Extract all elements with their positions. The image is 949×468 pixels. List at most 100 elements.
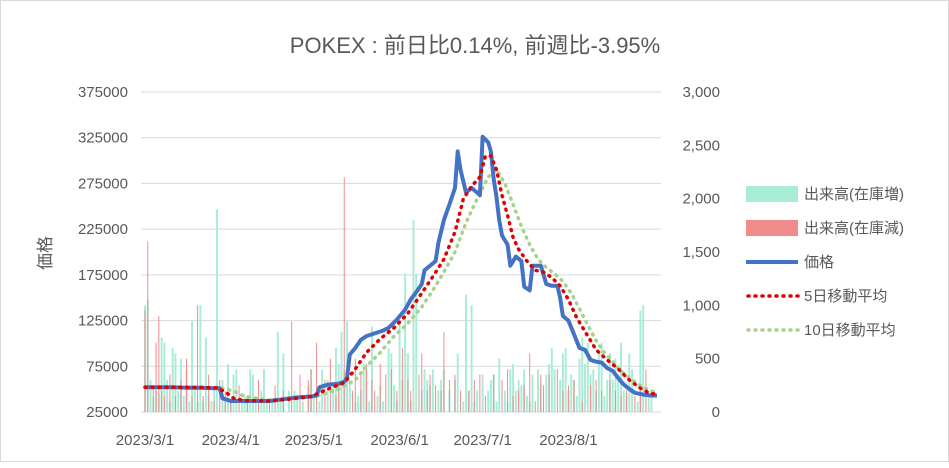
volume-decrease-bar — [291, 321, 293, 412]
volume-decrease-bar — [634, 396, 636, 412]
volume-decrease-bar — [246, 396, 248, 412]
volume-increase-bar — [149, 380, 152, 412]
volume-decrease-bar — [454, 374, 456, 412]
ma5-line — [143, 154, 659, 403]
volume-decrease-bar — [371, 380, 373, 412]
volume-decrease-bar — [230, 401, 232, 412]
volume-increase-bar — [251, 374, 254, 412]
volume-increase-bar — [293, 390, 296, 412]
volume-increase-bar — [592, 369, 595, 412]
volume-increase-bar — [431, 369, 434, 412]
volume-increase-bar — [462, 401, 465, 412]
right-tick-label: 3,000 — [682, 84, 720, 101]
right-axis-ticks: 3,000 2,500 2,000 1,500 1,000 500 0 — [682, 84, 720, 421]
volume-decrease-bar — [299, 374, 301, 412]
volume-increase-bar — [606, 380, 609, 412]
volume-decrease-bar — [224, 390, 226, 412]
volume-increase-bar — [550, 348, 553, 412]
volume-increase-bar — [398, 321, 401, 412]
volume-decrease-bar — [548, 374, 550, 412]
volume-decrease-bar — [365, 364, 367, 412]
volume-increase-bar — [393, 385, 396, 412]
volume-increase-bar — [166, 380, 169, 412]
x-axis-ticks: 2023/3/1 2023/4/1 2023/5/1 2023/6/1 2023/7/1… — [116, 432, 598, 449]
volume-decrease-bar — [219, 380, 221, 412]
volume-increase-bar — [514, 390, 517, 412]
volume-decrease-bar — [169, 374, 171, 412]
volume-increase-bar — [578, 358, 581, 412]
volume-increase-bar — [240, 401, 243, 412]
volume-increase-bar — [642, 305, 645, 412]
volume-decrease-bar — [158, 316, 160, 412]
x-tick-label: 2023/5/1 — [285, 432, 343, 449]
volume-increase-bar — [215, 209, 218, 412]
volume-increase-bar — [636, 401, 639, 412]
volume-increase-bars — [144, 209, 653, 412]
volume-increase-bar — [348, 380, 351, 412]
volume-increase-bar — [370, 326, 373, 412]
volume-increase-bar — [249, 369, 252, 412]
volume-decrease-bar — [601, 390, 603, 412]
volume-increase-bar — [296, 396, 299, 412]
volume-increase-bar — [611, 380, 614, 412]
volume-increase-bar — [584, 364, 587, 412]
left-tick-label: 225000 — [78, 221, 128, 238]
volume-decrease-bar — [338, 385, 340, 412]
right-tick-label: 2,000 — [682, 191, 720, 208]
volume-increase-bar — [382, 401, 384, 412]
volume-increase-bar — [603, 396, 606, 412]
left-tick-label: 175000 — [78, 267, 128, 284]
volume-increase-bar — [614, 358, 617, 412]
volume-increase-bar — [586, 342, 589, 412]
volume-decrease-bar — [540, 374, 542, 412]
volume-decrease-bar — [523, 385, 525, 412]
volume-increase-bar — [498, 358, 501, 412]
volume-decrease-bar — [484, 396, 486, 412]
volume-decrease-bar — [208, 374, 210, 412]
volume-increase-bar — [465, 294, 468, 412]
volume-decrease-bar — [180, 380, 182, 412]
volume-decrease-bar — [620, 396, 622, 412]
volume-decrease-bar — [493, 374, 495, 412]
volume-decrease-bar — [468, 390, 470, 412]
volume-decrease-bar — [573, 380, 575, 412]
legend-swatch-vol_dec — [746, 220, 798, 236]
volume-decrease-bar — [595, 380, 597, 412]
y-axis-label: 価格 — [36, 236, 55, 270]
x-tick-label: 2023/7/1 — [453, 432, 511, 449]
volume-increase-bar — [559, 380, 562, 412]
volume-decrease-bar — [609, 380, 611, 412]
volume-increase-bar — [340, 332, 343, 412]
volume-decrease-bar — [152, 385, 154, 412]
volume-decrease-bar — [614, 390, 616, 412]
volume-increase-bar — [617, 374, 620, 412]
volume-decrease-bar — [163, 396, 165, 412]
legend-label-price: 価格 — [804, 254, 834, 271]
volume-increase-bar — [509, 369, 512, 412]
volume-decrease-bar — [543, 385, 545, 412]
volume-decrease-bar — [479, 374, 481, 412]
volume-decrease-bar — [501, 380, 503, 412]
volume-decrease-bar — [410, 390, 412, 412]
volume-increase-bar — [387, 348, 390, 412]
volume-decrease-bar — [581, 401, 583, 412]
right-tick-label: 1,000 — [682, 297, 720, 314]
x-tick-label: 2023/4/1 — [202, 432, 260, 449]
right-tick-label: 1,500 — [682, 244, 720, 261]
volume-increase-bar — [279, 401, 282, 412]
volume-decrease-bar — [626, 390, 628, 412]
volume-increase-bar — [495, 401, 498, 412]
volume-decrease-bar — [191, 396, 193, 412]
volume-increase-bar — [423, 369, 426, 412]
volume-increase-bar — [199, 305, 202, 412]
volume-decrease-bars — [144, 177, 647, 412]
volume-increase-bar — [163, 342, 166, 412]
volume-decrease-bar — [401, 348, 403, 412]
volume-increase-bar — [600, 342, 603, 412]
volume-decrease-bar — [529, 353, 531, 412]
volume-increase-bar — [287, 390, 290, 412]
volume-increase-bar — [620, 342, 622, 412]
volume-decrease-bar — [556, 369, 558, 412]
